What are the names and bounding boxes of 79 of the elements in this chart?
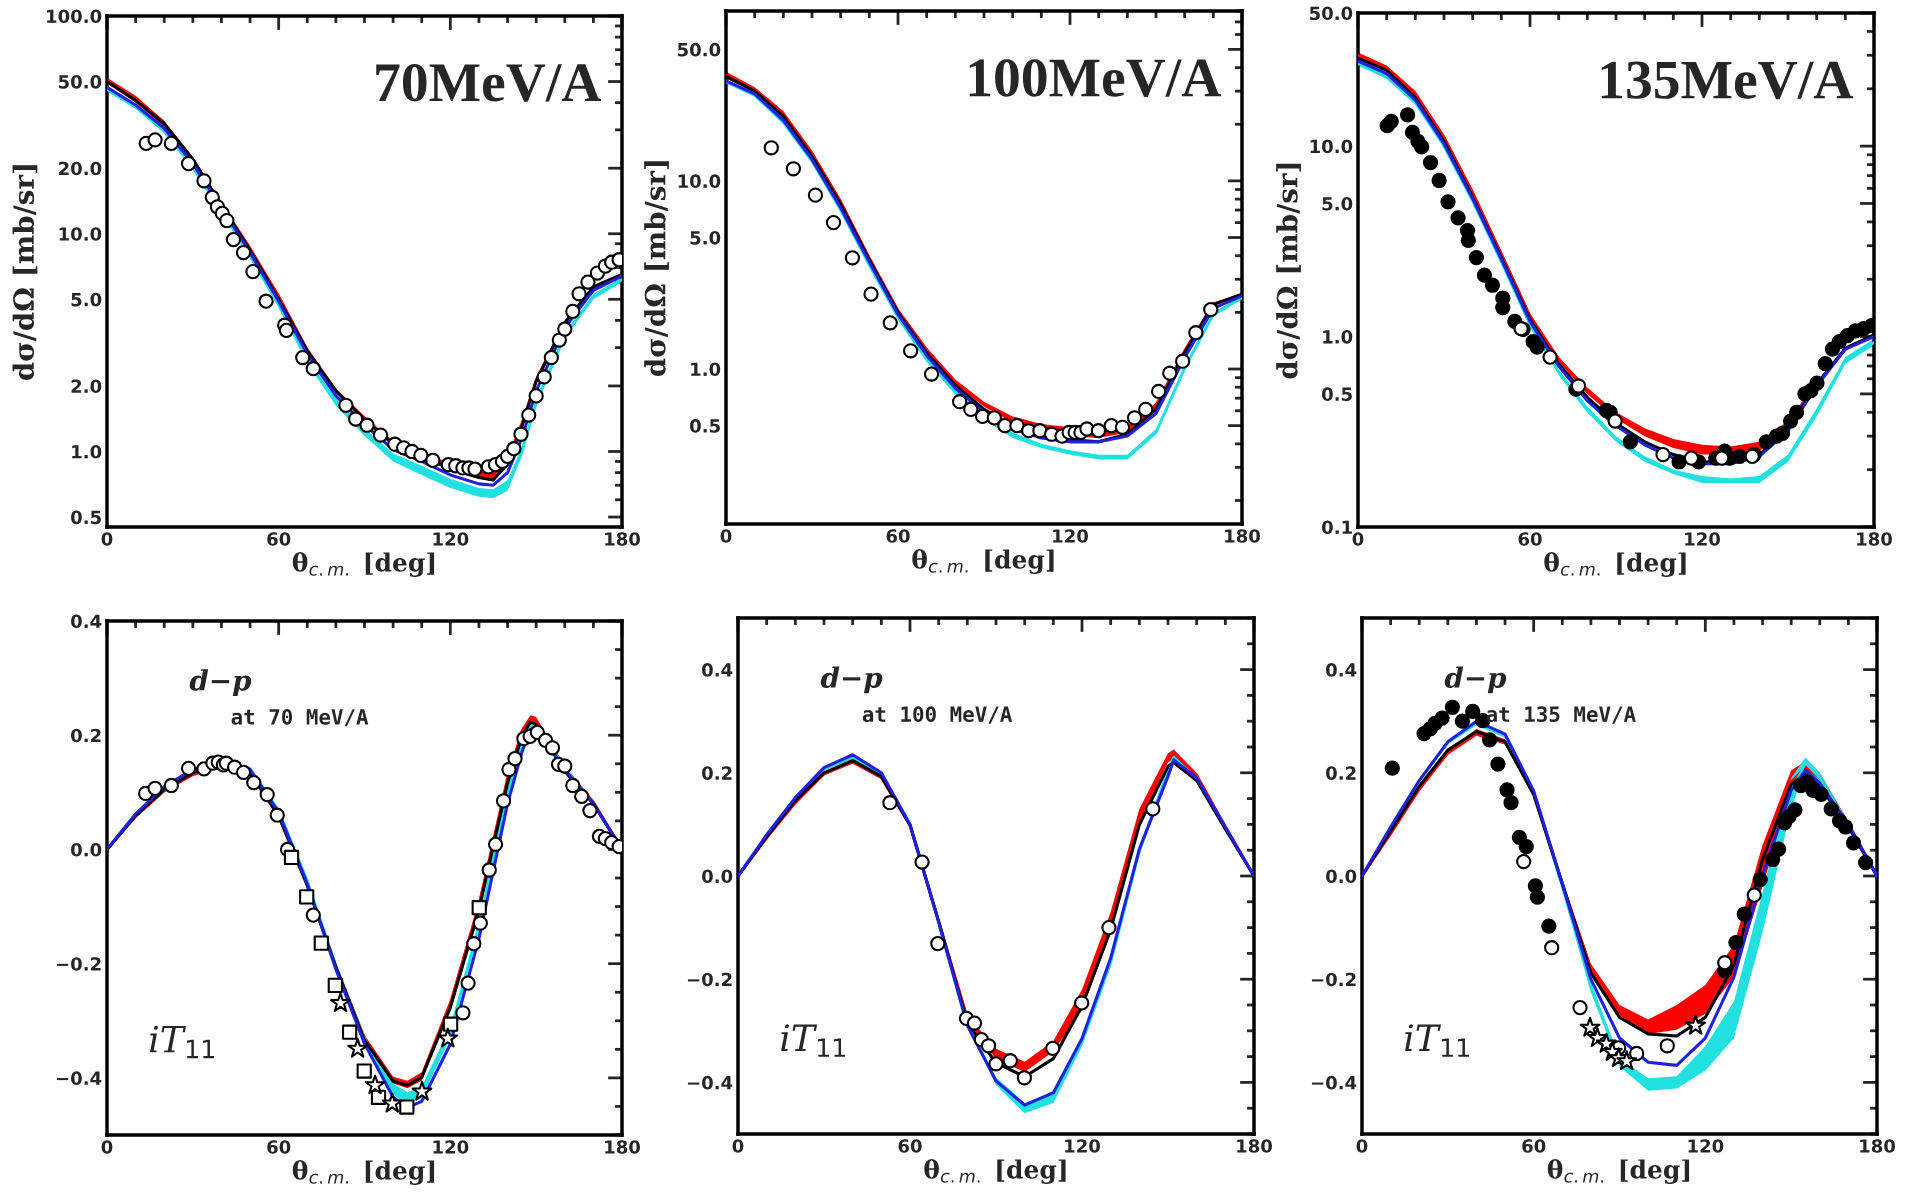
x-tick-label: 60 [1518, 532, 1542, 546]
x-tick-label: 120 [1053, 529, 1088, 543]
annotation: iT$_{11}$ [150, 1025, 215, 1059]
x-tick-label: 60 [267, 1140, 291, 1154]
annotation: at 70 MeV/A [231, 708, 369, 727]
y-tick-label: 50.0 [1309, 6, 1353, 21]
x-tick-label: 120 [433, 1140, 469, 1154]
y-tick-label: 1.0 [691, 362, 721, 377]
y-tick-label: 0.5 [1322, 387, 1352, 401]
y-axis-title: dσ/dΩ [mb/sr] [12, 165, 38, 381]
y-tick-label: 5.0 [71, 292, 102, 307]
x-tick-label: 0 [101, 1140, 113, 1154]
y-tick-label: 0.2 [1326, 766, 1356, 780]
y-tick-label: 100.0 [47, 9, 102, 24]
x-tick-label: 0 [101, 532, 113, 546]
y-tick-label: 50.0 [677, 42, 721, 57]
x-tick-label: 0 [720, 529, 732, 543]
annotation: 70MeV/A [376, 63, 601, 102]
y-axis-title: dσ/dΩ [mb/sr] [644, 161, 669, 377]
y-tick-label: 0.4 [71, 614, 102, 629]
y-tick-label: 0.4 [1326, 663, 1357, 677]
x-tick-label: 0 [1356, 1139, 1368, 1153]
x-axis-title: θ$_{c.m.}$ [deg] [292, 552, 435, 577]
x-tick-label: 180 [1860, 1139, 1895, 1153]
x-tick-label: 180 [1225, 529, 1260, 543]
x-tick-label: 180 [1237, 1139, 1272, 1153]
x-tick-label: 180 [605, 532, 640, 546]
y-tick-label: 1.0 [1323, 330, 1353, 344]
y-tick-label: 10.0 [1310, 139, 1353, 154]
annotation: d−p [820, 666, 883, 694]
y-tick-label: 20.0 [59, 161, 102, 176]
x-tick-label: 0 [1352, 532, 1364, 546]
y-tick-label: 0.4 [702, 663, 733, 677]
annotation: at 100 MeV/A [862, 706, 1013, 724]
y-tick-label: −0.2 [56, 957, 101, 971]
y-tick-label: 1.0 [72, 444, 102, 459]
x-tick-label: 0 [732, 1139, 744, 1153]
annotation: 135MeV/A [1601, 61, 1853, 100]
y-tick-label: 0.0 [702, 869, 733, 884]
annotation: d−p [189, 669, 252, 697]
x-axis-title: θ$_{c.m.}$ [deg] [924, 1159, 1066, 1184]
x-tick-label: 60 [1522, 1139, 1546, 1153]
x-tick-label: 120 [1688, 1139, 1724, 1153]
y-tick-label: 0.5 [690, 419, 720, 433]
y-tick-label: 0.1 [1322, 520, 1352, 535]
x-tick-label: 120 [1065, 1139, 1100, 1153]
y-axis-title: dσ/dΩ [mb/sr] [1276, 163, 1301, 379]
y-tick-label: −0.4 [687, 1075, 733, 1090]
x-tick-label: 60 [267, 532, 291, 546]
x-tick-label: 120 [433, 532, 469, 546]
annotation: iT$_{11}$ [781, 1024, 846, 1057]
y-tick-label: 0.5 [71, 510, 101, 525]
x-tick-label: 60 [886, 529, 910, 543]
y-tick-label: 2.0 [71, 379, 102, 394]
annotation: 100MeV/A [969, 59, 1221, 98]
x-axis-title: θ$_{c.m.}$ [deg] [1547, 1159, 1690, 1184]
x-tick-label: 180 [1857, 532, 1892, 546]
x-tick-label: 180 [605, 1140, 640, 1154]
y-tick-label: 5.0 [1322, 196, 1353, 211]
y-tick-label: −0.2 [687, 972, 732, 987]
x-axis-title: θ$_{c.m.}$ [deg] [912, 549, 1054, 574]
y-tick-label: 50.0 [58, 75, 102, 89]
y-tick-label: 10.0 [59, 227, 102, 241]
y-tick-label: 0.0 [1326, 869, 1357, 884]
x-tick-label: 60 [898, 1139, 922, 1153]
y-tick-label: −0.2 [1311, 972, 1356, 987]
y-tick-label: 0.2 [702, 766, 732, 780]
annotation: iT$_{11}$ [1405, 1024, 1470, 1057]
x-axis-title: θ$_{c.m.}$ [deg] [1544, 552, 1686, 577]
annotation: at 135 MeV/A [1486, 706, 1636, 724]
y-tick-label: 0.2 [71, 728, 101, 743]
y-tick-label: −0.4 [56, 1071, 102, 1086]
y-tick-label: 10.0 [678, 174, 721, 188]
y-tick-label: 0.0 [71, 842, 102, 857]
x-axis-title: θ$_{c.m.}$ [deg] [292, 1160, 435, 1185]
y-tick-label: −0.4 [1311, 1075, 1357, 1090]
x-tick-label: 120 [1685, 532, 1720, 546]
annotation: d−p [1444, 666, 1507, 694]
y-tick-label: 5.0 [690, 230, 721, 245]
